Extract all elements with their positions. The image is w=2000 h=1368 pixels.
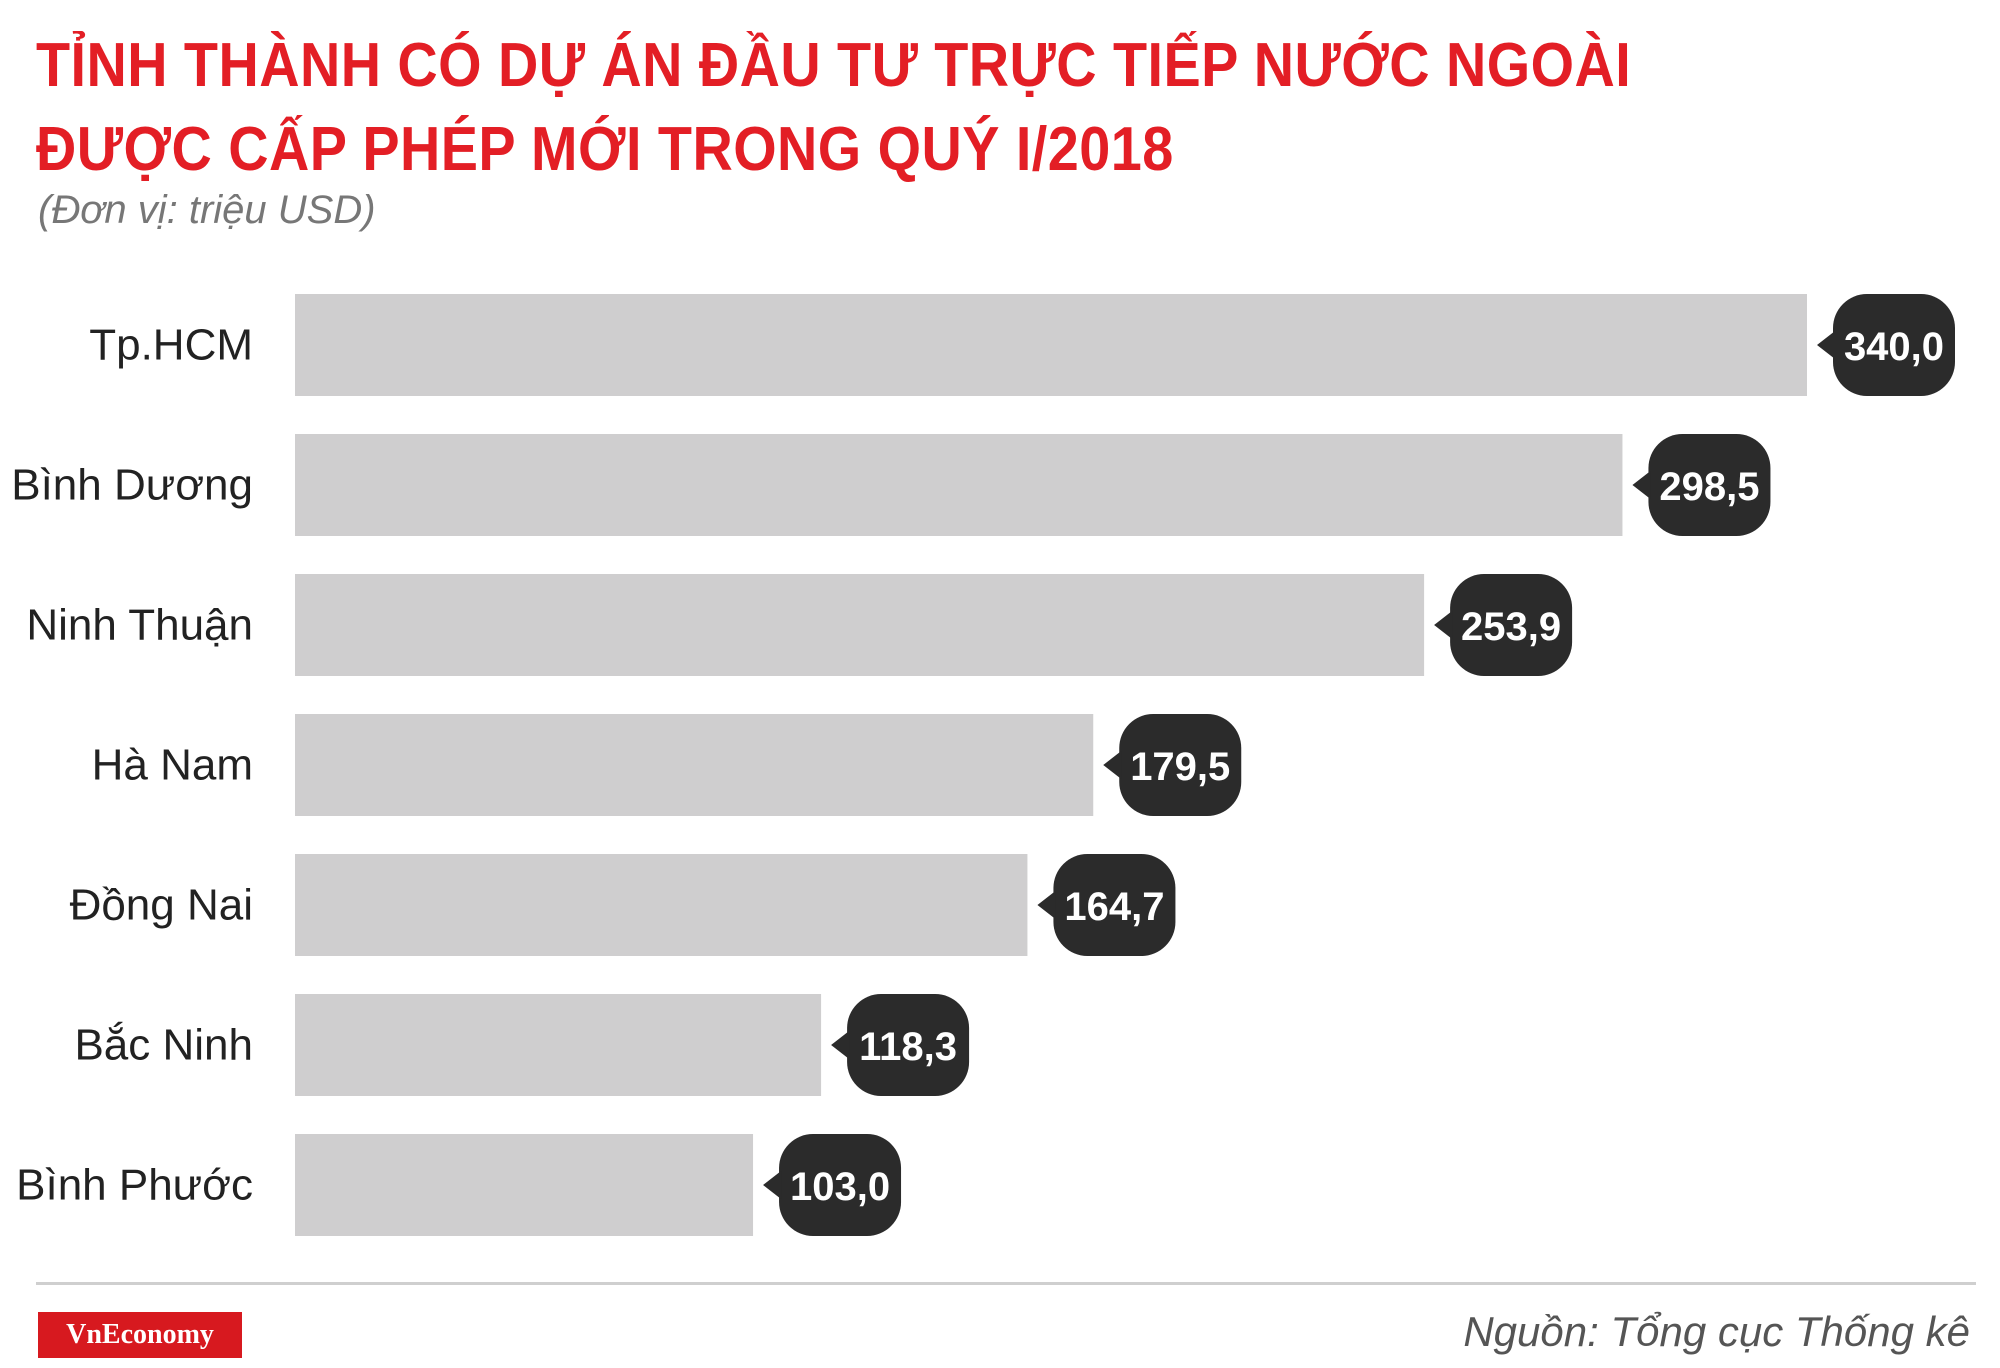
value-label-bubble	[1648, 434, 1771, 536]
value-label: 253,9	[1461, 605, 1561, 649]
value-label: 118,3	[859, 1025, 957, 1069]
bar	[295, 994, 822, 1096]
value-label-bubble	[1450, 574, 1573, 676]
chart-title-line-1: TỈNH THÀNH CÓ DỰ ÁN ĐẦU TƯ TRỰC TIẾP NƯỚ…	[36, 31, 1632, 100]
bar	[295, 714, 1094, 816]
value-label: 298,5	[1659, 465, 1759, 509]
unit-note: (Đơn vị: triệu USD)	[38, 188, 376, 232]
bar	[295, 574, 1425, 676]
vneconomy-logo: VnEconomy	[38, 1312, 242, 1358]
category-label: Đồng Nai	[70, 881, 253, 930]
bar	[295, 854, 1028, 956]
value-label: 179,5	[1130, 745, 1230, 789]
value-label-pointer	[1103, 751, 1122, 779]
value-label-pointer	[831, 1031, 850, 1059]
value-label-pointer	[1632, 471, 1651, 499]
category-label: Bình Phước	[16, 1161, 253, 1210]
value-label-bubble	[779, 1134, 902, 1236]
bar	[295, 434, 1623, 536]
category-label: Bình Dương	[11, 461, 253, 510]
value-label-pointer	[1817, 331, 1835, 359]
category-label: Hà Nam	[92, 741, 253, 790]
footer-divider	[36, 1282, 1976, 1285]
bar	[295, 294, 1807, 396]
value-label: 340,0	[1844, 325, 1944, 369]
bar	[295, 1134, 754, 1236]
value-label-pointer	[763, 1171, 782, 1199]
value-label: 103,0	[790, 1165, 890, 1209]
category-label: Tp.HCM	[89, 321, 253, 370]
chart-title-line-2: ĐƯỢC CẤP PHÉP MỚI TRONG QUÝ I/2018	[36, 115, 1174, 184]
value-label-pointer	[1434, 611, 1453, 639]
bar-chart: Tp.HCM 340,0 Bình Dương 298,5 Ninh Thuận 253,…	[11, 294, 1955, 1236]
value-label-pointer	[1037, 891, 1056, 919]
value-label-bubble	[847, 994, 970, 1096]
category-label: Bắc Ninh	[74, 1021, 253, 1070]
category-label: Ninh Thuận	[26, 601, 253, 650]
value-label-bubble	[1119, 714, 1242, 816]
value-label-bubble	[1833, 294, 1955, 396]
source-note: Nguồn: Tổng cục Thống kê	[1463, 1308, 1970, 1355]
value-label: 164,7	[1064, 885, 1164, 929]
value-label-bubble	[1053, 854, 1176, 956]
logo-text: VnEconomy	[66, 1319, 214, 1350]
